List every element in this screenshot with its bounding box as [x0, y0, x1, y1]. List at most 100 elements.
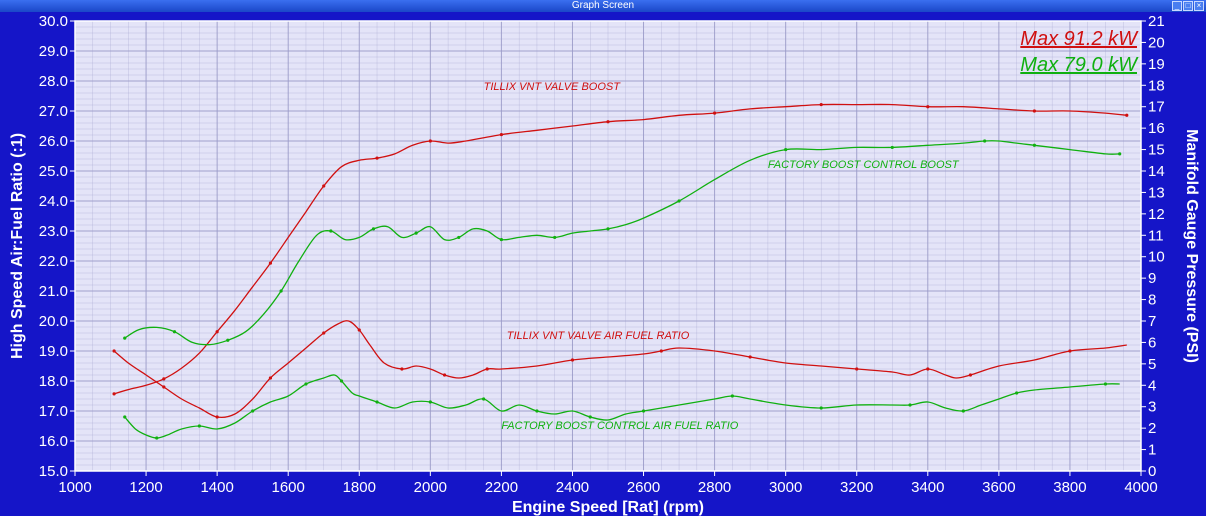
- data-point: [375, 156, 379, 160]
- data-point: [855, 367, 859, 371]
- data-point: [926, 105, 930, 109]
- close-icon[interactable]: ×: [1194, 1, 1204, 11]
- y-right-tick-label: 5: [1148, 356, 1156, 373]
- y-right-tick-label: 10: [1148, 249, 1165, 266]
- data-point: [226, 338, 230, 342]
- series-lines: [112, 102, 1129, 440]
- y-left-tick-label: 17.0: [39, 403, 68, 420]
- x-tick-label: 1000: [58, 479, 91, 496]
- data-point: [819, 102, 823, 107]
- maximize-icon[interactable]: □: [1183, 1, 1193, 11]
- y-right-tick-label: 19: [1148, 56, 1165, 73]
- data-point: [890, 145, 894, 150]
- data-point: [1103, 382, 1108, 386]
- plot-frame: [74, 20, 1142, 472]
- series-line-tillix-vnt-valve-boost: [113, 103, 1127, 395]
- data-point: [268, 261, 273, 265]
- series-annotation: TILLIX VNT VALVE AIR FUEL RATIO: [507, 330, 690, 342]
- data-point: [588, 415, 592, 419]
- x-tick-label: 3600: [982, 479, 1015, 496]
- y-left-tick-label: 24.0: [39, 193, 68, 210]
- data-point: [908, 403, 912, 407]
- y-right-tick-label: 1: [1148, 442, 1156, 459]
- x-tick-label: 1800: [343, 479, 376, 496]
- data-point: [428, 400, 432, 404]
- data-point: [1118, 152, 1122, 156]
- max-power-label: Max 79.0 kW: [1020, 54, 1139, 76]
- data-point: [123, 336, 127, 340]
- data-point: [197, 424, 201, 428]
- y-right-tick-label: 0: [1148, 463, 1156, 480]
- data-point: [428, 139, 432, 143]
- series-annotation: TILLIX VNT VALVE BOOST: [484, 81, 622, 93]
- data-point: [375, 400, 379, 404]
- y-right-tick-label: 18: [1148, 77, 1165, 94]
- data-point: [162, 385, 166, 389]
- data-point: [304, 382, 308, 386]
- y-right-tick-label: 8: [1148, 292, 1156, 309]
- y-axis-left-ticks: 15.0 16.0 17.0 18.0 19.0 20.0 21.0 22.0 23.0 24.0…: [39, 13, 75, 480]
- data-point: [172, 330, 177, 334]
- data-point: [112, 349, 116, 353]
- y-right-tick-label: 13: [1148, 184, 1165, 201]
- y-right-tick-label: 2: [1148, 420, 1156, 437]
- x-axis-title: Engine Speed [Rat] (rpm): [512, 499, 704, 516]
- data-point: [730, 394, 734, 398]
- data-point: [1015, 391, 1019, 395]
- x-tick-label: 1600: [272, 479, 305, 496]
- data-point: [983, 139, 987, 143]
- y-right-tick-label: 15: [1148, 142, 1165, 159]
- y-right-tick-label: 3: [1148, 399, 1156, 416]
- y-right-tick-label: 11: [1148, 227, 1164, 244]
- data-point: [553, 235, 557, 240]
- data-point: [155, 436, 159, 440]
- data-point: [1032, 109, 1036, 113]
- data-point: [414, 231, 418, 235]
- window-title: Graph Screen: [571, 0, 635, 11]
- data-point: [442, 373, 447, 377]
- data-point: [784, 147, 788, 152]
- data-point: [162, 377, 166, 381]
- series-annotation: FACTORY BOOST CONTROL BOOST: [768, 159, 960, 171]
- data-point: [329, 229, 333, 233]
- y-left-tick-label: 19.0: [39, 343, 68, 360]
- y-left-tick-label: 16.0: [39, 433, 68, 450]
- data-point: [457, 235, 461, 240]
- data-point: [1125, 113, 1129, 117]
- series-annotations: TILLIX VNT VALVE BOOST FACTORY BOOST CONT…: [484, 81, 960, 432]
- y-left-tick-label: 28.0: [39, 73, 68, 90]
- data-point: [215, 330, 219, 334]
- data-point: [1032, 143, 1036, 147]
- window-controls: _ □ ×: [1172, 1, 1204, 11]
- minimize-icon[interactable]: _: [1172, 1, 1182, 11]
- y-right-tick-label: 14: [1148, 163, 1165, 180]
- y-left-tick-label: 15.0: [39, 463, 68, 480]
- data-point: [659, 349, 663, 353]
- data-point: [677, 199, 681, 203]
- x-tick-label: 2200: [485, 479, 518, 496]
- data-point: [499, 132, 503, 137]
- data-point: [400, 367, 404, 371]
- data-point: [606, 227, 610, 231]
- y-axis-left-title: High Speed Air:Fuel Ratio (:1): [9, 133, 26, 359]
- data-point: [371, 227, 376, 231]
- x-axis-ticks: 1000 1200 1400 1600 1800 2000 2200 2400 2600 2800…: [58, 471, 1158, 496]
- max-power-labels: Max 91.2 kW Max 79.0 kW: [1020, 28, 1139, 76]
- chart: 1000 1200 1400 1600 1800 2000 2200 2400 2600 2800…: [9, 13, 1200, 516]
- y-right-tick-label: 6: [1148, 334, 1156, 351]
- y-right-tick-label: 16: [1148, 120, 1165, 137]
- y-left-tick-label: 22.0: [39, 253, 68, 270]
- data-point: [535, 409, 539, 413]
- series-annotation: FACTORY BOOST CONTROL AIR FUEL RATIO: [501, 420, 738, 432]
- y-right-tick-label: 7: [1148, 313, 1156, 330]
- data-point: [322, 184, 326, 188]
- data-point: [112, 392, 116, 396]
- data-point: [606, 120, 610, 124]
- series-line-factory-boost-control-air-fuel-ratio: [124, 374, 1120, 439]
- x-tick-label: 2000: [414, 479, 447, 496]
- data-point: [123, 415, 127, 419]
- plot-border: [74, 20, 1142, 472]
- max-power-label: Max 91.2 kW: [1020, 28, 1139, 50]
